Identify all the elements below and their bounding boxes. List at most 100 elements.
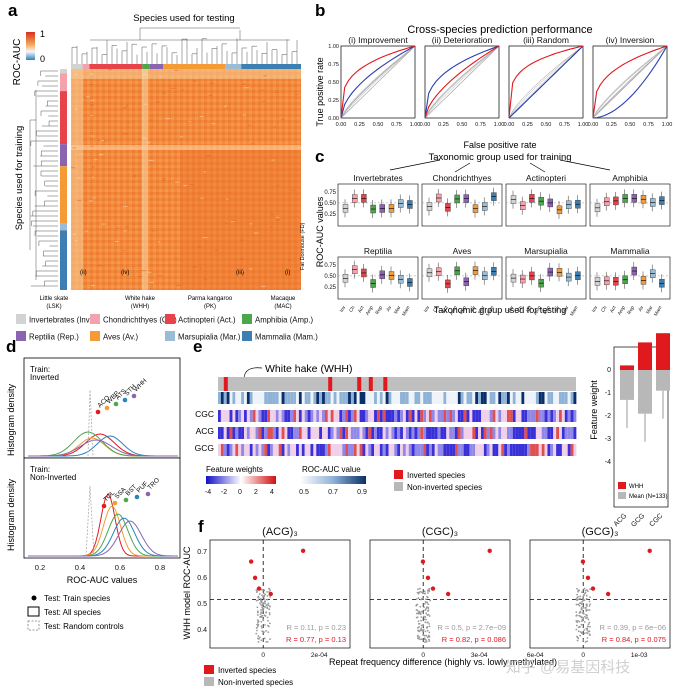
feature-weight-cell: [379, 427, 383, 439]
roc-cell: [220, 392, 224, 404]
feature-weight-cell: [400, 444, 403, 456]
roc-cell: [530, 392, 534, 404]
scatter-inverted-point: [425, 575, 431, 580]
heatmap-light-band: [142, 69, 148, 290]
scatter-point: [420, 598, 422, 601]
feature-weight-cell: [281, 444, 285, 456]
roc-bg-curve: [340, 45, 416, 119]
roc-cell: [443, 392, 447, 404]
scatter-point: [421, 592, 424, 594]
feature-weight-cell: [304, 427, 308, 439]
feature-weight-cell: [446, 410, 450, 422]
feature-weight-cell: [304, 410, 308, 422]
boxplot-x-cat: Act: [609, 304, 618, 314]
roc-x-tick: 0.75: [475, 122, 486, 128]
feature-weight-cell: [518, 427, 522, 439]
heatmap-speck: [214, 249, 218, 251]
feature-weight-cell: [220, 427, 224, 439]
scatter-x-tick: 0: [581, 652, 585, 659]
feature-weight-cell: [411, 410, 415, 422]
feature-weight-cell: [440, 444, 444, 456]
heatmap-speck: [188, 121, 191, 123]
feature-weight-cell: [486, 444, 490, 456]
scatter-point: [577, 603, 579, 606]
roc-x-tick: 1.00: [578, 122, 589, 128]
scatter-point: [262, 592, 265, 595]
roc-cell: [472, 392, 476, 404]
heatmap-speck: [200, 197, 204, 199]
feature-weight-cell: [446, 444, 450, 456]
scatter-point: [417, 592, 420, 595]
scatter-point: [580, 615, 582, 618]
feature-weight-cell: [463, 410, 467, 422]
roc-cell: [319, 392, 323, 404]
scatter-point: [269, 589, 272, 592]
scatter-point: [263, 637, 266, 640]
feature-weight-cell: [478, 427, 481, 439]
feature-weight-cell: [541, 427, 545, 439]
feature-weight-cell: [469, 410, 473, 422]
inverted-species-cell: [328, 377, 333, 391]
feature-weight-cell: [382, 410, 386, 422]
feature-weight-cell: [478, 444, 481, 456]
f-legend-inverted-swatch: [204, 665, 214, 674]
feature-weight-cell: [457, 427, 461, 439]
scatter-point: [419, 587, 421, 590]
boxplot-x-cat: Mam: [569, 305, 580, 317]
feature-weight-cell: [376, 444, 380, 456]
roc-cell: [350, 392, 354, 404]
boxplot-group-title: Chondrichthyes: [432, 173, 491, 183]
scatter-inverted-point: [445, 591, 451, 597]
roc-cell: [553, 392, 557, 404]
boxplot-x-cat: Amp: [449, 305, 459, 317]
panel-d-ylabel-top: Histogram density: [6, 383, 16, 456]
heatmap-speck: [247, 124, 252, 126]
boxplot-x-cat: Mar: [393, 305, 403, 316]
feature-weight-cell: [504, 427, 508, 439]
heatmap-speck: [240, 239, 245, 241]
scatter-point: [586, 629, 589, 632]
roc-gradient: [300, 476, 366, 484]
roc-cell: [235, 392, 239, 404]
scatter-title: (GCG)₃: [582, 526, 619, 538]
feature-weight-cell: [371, 427, 375, 439]
roc-cell: [509, 392, 513, 404]
scatter-point: [421, 597, 424, 600]
heatmap-speck: [190, 183, 194, 185]
roc-bg-curve: [424, 45, 500, 119]
scatter-stat-inverted: R = 0.82, p = 0.086: [442, 635, 506, 644]
scatter-point: [422, 628, 425, 631]
scatter-point: [426, 601, 428, 604]
heatmap-speck: [142, 73, 148, 75]
roc-x-tick: 0.00: [336, 122, 347, 128]
roc-cell: [411, 392, 415, 404]
feature-weight-cell: [333, 410, 337, 422]
scatter-x-tick: 0: [421, 652, 425, 659]
heatmap-speck: [157, 241, 161, 243]
feature-weight-cell: [570, 410, 574, 422]
heatmap-speck: [156, 101, 160, 103]
scatter-point: [258, 602, 261, 605]
heatmap-speck: [226, 198, 229, 200]
feature-weight-cell: [489, 410, 493, 422]
scatter-point: [582, 639, 585, 642]
feature-weight-cell: [368, 444, 372, 456]
boxplot-x-cat: Inv: [423, 304, 432, 313]
feature-weight-cell: [379, 410, 383, 422]
roc-curve-red: [592, 45, 668, 119]
feature-weight-cell: [385, 444, 389, 456]
colorbar-title: ROC-AUC: [12, 39, 23, 86]
boxplot-x-cat: Rep: [374, 305, 384, 316]
heatmap-speck: [122, 250, 126, 252]
roc-cell: [371, 392, 375, 404]
feature-weight-cell: [333, 427, 337, 439]
roc-x-tick: 1.00: [662, 122, 673, 128]
heatmap-speck: [193, 266, 197, 268]
scatter-frame: [369, 539, 511, 649]
boxplot-x-cat: Mar: [645, 305, 655, 316]
boxplot-y-tick: 0.50: [324, 274, 336, 280]
scatter-point: [266, 603, 268, 606]
scatter-point: [428, 635, 431, 638]
boxplot-x-cat: Mam: [653, 305, 664, 317]
feature-weight-cell: [518, 444, 522, 456]
